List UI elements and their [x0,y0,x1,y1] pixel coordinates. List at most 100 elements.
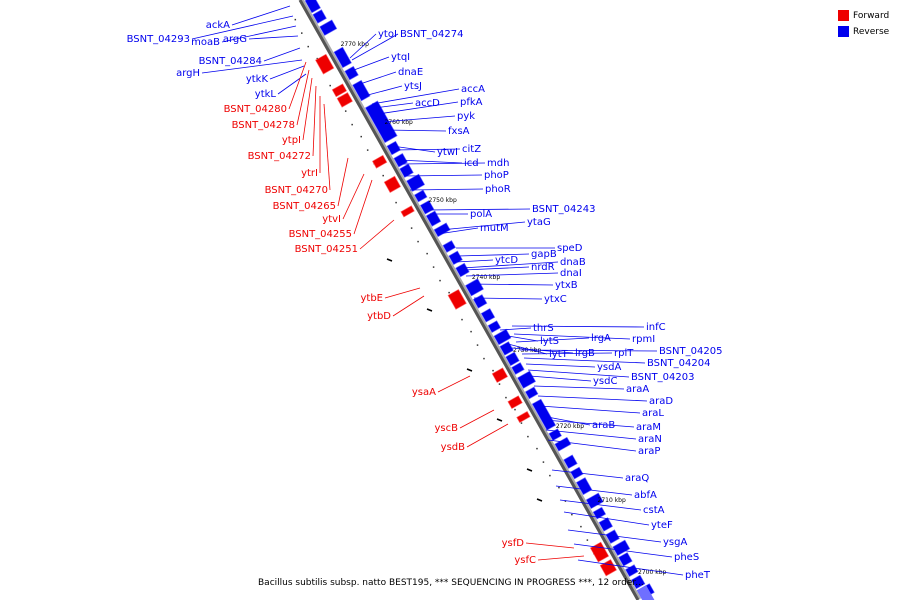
gene-label-forward-leader [384,287,421,299]
axis-dot [527,435,529,438]
gene-label-reverse: araM [636,422,661,433]
reverse-gene-block [630,574,646,590]
gene-label-reverse: abfA [634,490,657,501]
gene-label-reverse-leader [541,415,591,426]
axis-tick-label: 2740 kbp [472,274,500,281]
axis-dot [316,57,319,60]
axis-dot [344,110,347,112]
reverse-gene-block [612,539,631,557]
forward-gene-block [315,53,335,75]
forward-gene-block [383,175,401,193]
axis-dot [439,279,441,282]
gene-label-reverse-leader [527,369,630,378]
axis-dot [586,539,589,541]
gene-label-reverse: BSNT_04274 [400,29,463,40]
gene-label-reverse-leader [381,115,456,123]
gene-label-reverse: lrgA [591,333,611,344]
gene-label-reverse: dnaE [398,67,423,78]
forward-swatch [838,10,849,21]
gene-label-reverse: lytT [549,349,569,360]
gene-label-forward-leader [302,77,313,141]
reverse-gene-block [442,240,456,253]
gene-label-reverse-leader [385,129,447,132]
gene-label-reverse: rpmI [632,334,655,345]
axis-dot [536,447,538,450]
axis-dot [514,408,516,411]
axis-tick-label: 2760 kbp [385,119,413,126]
legend-label-reverse: Reverse [853,26,890,37]
gene-label-reverse: araL [642,408,664,419]
gene-label-reverse: mutM [480,223,509,234]
gene-label-reverse-leader [221,25,297,43]
gene-label-reverse-leader [551,469,624,479]
reverse-gene-block [312,9,327,24]
gene-label-reverse: thrS [533,323,554,334]
gene-label-reverse: speD [557,243,583,254]
gene-label-reverse: cstA [643,505,665,516]
axis-dot [564,500,567,502]
reverse-gene-block [625,564,639,577]
gene-label-reverse: ytkL [255,89,277,100]
forward-gene-block [400,205,415,218]
gene-label-reverse: araB [592,420,615,431]
axis-dot [351,123,353,126]
gene-label-reverse-leader [349,33,377,59]
gene-label-reverse: ysdC [593,376,617,387]
gene-label-reverse: ytaG [527,217,551,228]
gene-label-reverse-leader [529,375,592,382]
reverse-gene-block [487,320,502,334]
reverse-gene-block [419,200,435,215]
axis-tick-label: 2720 kbp [556,423,584,430]
forward-gene-block [507,395,523,410]
gene-label-reverse: pheT [685,570,711,581]
axis-dot [558,486,560,489]
gene-label-forward: ysfC [514,555,536,566]
gene-label-forward: ytpI [282,135,301,146]
reverse-gene-block [304,0,321,14]
gene-label-reverse: araD [649,396,673,407]
gene-label-reverse: citZ [462,144,481,155]
legend-item-reverse: Reverse [838,24,900,39]
gene-label-reverse: araP [638,446,660,457]
gene-label-reverse: ytqI [391,52,410,63]
reverse-gene-block [333,46,352,69]
gene-label-reverse-leader [437,227,479,235]
reverse-gene-block [399,163,414,178]
gene-label-reverse: accA [461,84,485,95]
gene-label-reverse: araQ [625,473,649,484]
axis-dot [505,396,507,399]
gene-label-reverse: ytxC [544,294,567,305]
reverse-gene-block [563,454,578,469]
gene-label-forward: ysdB [441,442,465,453]
gene-label-forward-leader [342,173,365,220]
minor-feature [466,368,473,372]
gene-label-reverse-leader [515,337,590,343]
gene-label-reverse: phoP [484,170,509,181]
axis-dot [492,369,494,372]
gene-label-reverse-leader [393,148,461,151]
gene-label-reverse-leader [573,543,673,558]
axis-dot [294,18,297,21]
reverse-gene-block [524,386,539,400]
gene-label-reverse-leader [513,333,631,340]
gene-label-forward-leader [359,219,395,250]
reverse-gene-block [480,308,496,323]
gene-label-reverse: fxsA [448,126,470,137]
gene-label-reverse: infC [646,322,666,333]
reverse-gene-block [499,341,514,356]
gene-label-reverse: ytwI [437,147,458,158]
gene-label-reverse: BSNT_04293 [127,34,190,45]
gene-label-forward: ytbD [367,311,391,322]
gene-label-reverse: ytcD [495,255,518,266]
gene-label-reverse-leader [525,363,596,368]
gene-label-forward-leader [337,157,349,207]
gene-label-reverse: lrgB [575,348,595,359]
legend-item-forward: Forward [838,8,900,23]
gene-label-forward: BSNT_04280 [224,104,287,115]
legend-label-forward: Forward [853,10,890,21]
axis-tick-label: 2750 kbp [429,197,457,204]
gene-label-reverse-leader [473,297,543,300]
axis-dot [520,422,523,424]
